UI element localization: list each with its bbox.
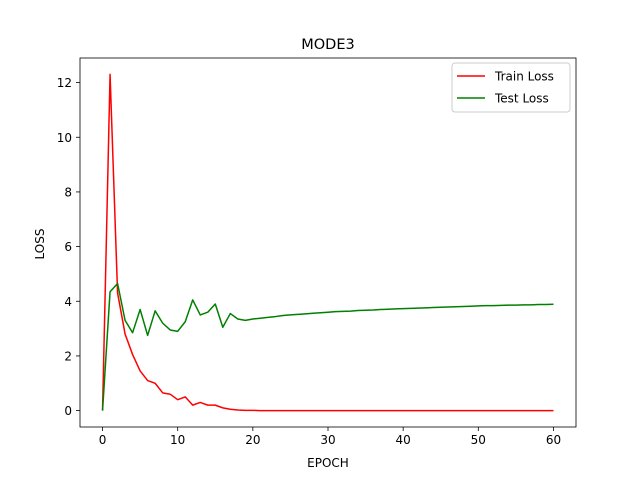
chart-title: MODE3 bbox=[301, 37, 354, 53]
y-tick-label: 12 bbox=[57, 76, 72, 90]
x-tick-label: 10 bbox=[170, 433, 185, 447]
y-tick-label: 0 bbox=[64, 404, 72, 418]
series-line-train-loss bbox=[101, 73, 554, 412]
axes-layer: 0 10 20 30 40 50 60 0 2 4 6 8 10 12 bbox=[57, 57, 577, 447]
y-tick-label: 10 bbox=[57, 131, 72, 145]
x-tick-label: 60 bbox=[546, 433, 561, 447]
x-tick-label: 50 bbox=[471, 433, 486, 447]
legend-label-test-loss: Test Loss bbox=[494, 92, 549, 106]
series-layer bbox=[101, 73, 554, 412]
series-line-test-loss bbox=[101, 282, 554, 411]
x-tick-label: 40 bbox=[396, 433, 411, 447]
x-axis-label: EPOCH bbox=[307, 456, 349, 470]
y-tick-label: 4 bbox=[64, 295, 72, 309]
x-tick-label: 30 bbox=[320, 433, 335, 447]
y-tick-label: 8 bbox=[64, 185, 72, 199]
x-tick-label: 0 bbox=[99, 433, 107, 447]
y-tick-label: 2 bbox=[64, 349, 72, 363]
y-tick-label: 6 bbox=[64, 240, 72, 254]
x-tick-label: 20 bbox=[245, 433, 260, 447]
legend-label-train-loss: Train Loss bbox=[494, 70, 554, 84]
legend: Train Loss Test Loss bbox=[451, 62, 571, 113]
y-axis-label: LOSS bbox=[33, 229, 47, 260]
